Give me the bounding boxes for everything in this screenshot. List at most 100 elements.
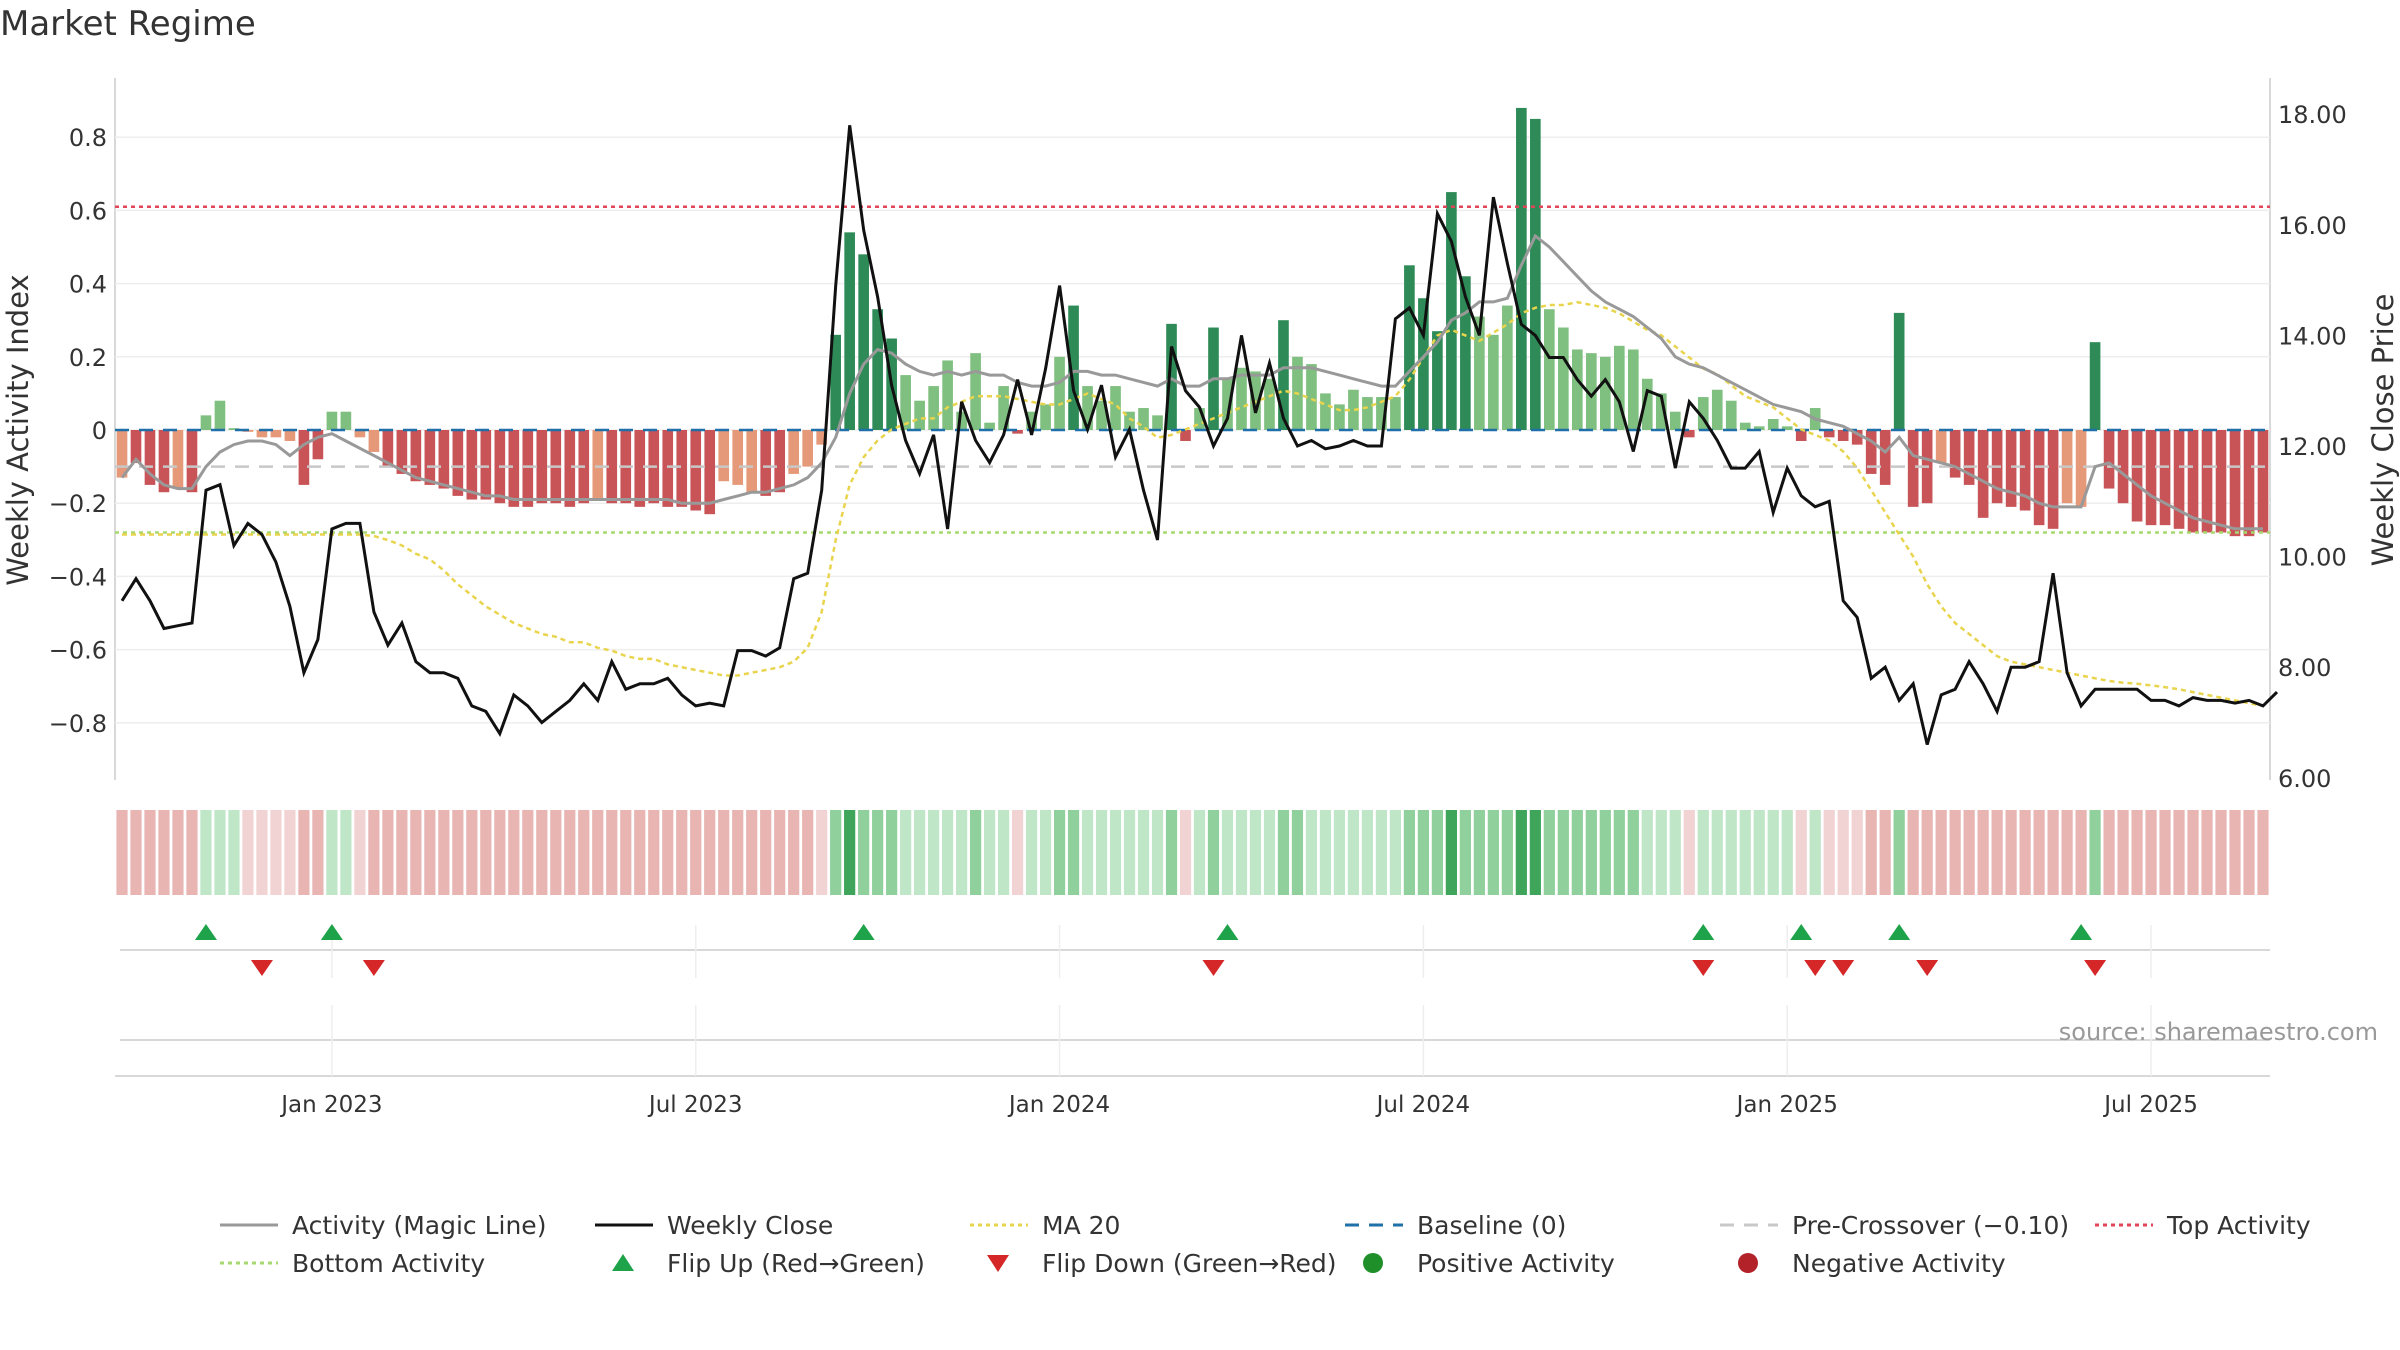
legend-label: MA 20 xyxy=(1042,1211,1120,1240)
heat-strip-cell xyxy=(1977,810,1989,895)
activity-bar xyxy=(1334,404,1345,430)
heat-strip-cell xyxy=(424,810,436,895)
activity-bar xyxy=(522,430,534,507)
activity-bar xyxy=(312,430,324,460)
activity-bar xyxy=(284,430,296,441)
activity-bar xyxy=(2187,430,2199,533)
heat-strip-cell xyxy=(1501,810,1513,895)
heat-strip-cell xyxy=(1347,810,1360,895)
activity-bar xyxy=(1026,411,1037,430)
activity-bar xyxy=(536,430,548,504)
flip-down-marker xyxy=(1916,960,1939,976)
activity-bar xyxy=(1585,353,1597,430)
heat-strip-cell xyxy=(298,810,310,895)
activity-bar xyxy=(830,334,841,430)
heat-strip-cell xyxy=(1263,810,1276,895)
activity-bar xyxy=(1040,404,1051,430)
activity-bar xyxy=(1166,323,1177,430)
activity-bar xyxy=(1096,400,1107,430)
chart-title: Market Regime xyxy=(0,4,256,44)
y-right-tick-label: 16.00 xyxy=(2278,212,2347,240)
heat-strip-cell xyxy=(1123,810,1136,895)
activity-bar xyxy=(1865,430,1877,474)
y-left-tick-label: 0.4 xyxy=(69,271,107,299)
heat-strip-cell xyxy=(354,810,366,895)
heat-strip-cell xyxy=(1571,810,1583,895)
activity-bar xyxy=(1949,430,1961,478)
activity-bar xyxy=(1697,397,1709,430)
green-up-triangle-icon xyxy=(612,1254,634,1271)
heat-strip-cell xyxy=(1291,810,1304,895)
activity-bar xyxy=(270,430,282,438)
heat-strip-cell xyxy=(1599,810,1611,895)
heat-strip-cell xyxy=(228,810,240,895)
heat-strip-cell xyxy=(256,810,268,895)
activity-bar xyxy=(1907,430,1919,507)
heat-strip-cell xyxy=(1963,810,1975,895)
activity-bar xyxy=(1124,411,1135,430)
x-tick-label: Jan 2023 xyxy=(279,1092,382,1118)
activity-bar xyxy=(2019,430,2031,511)
activity-bar xyxy=(914,400,925,430)
weekly-close-line xyxy=(120,125,2279,746)
heat-strip-cell xyxy=(494,810,506,895)
activity-bar xyxy=(1012,430,1023,434)
activity-bar xyxy=(1823,430,1835,438)
activity-bar xyxy=(1474,316,1485,430)
activity-bar xyxy=(1655,393,1667,430)
y-left-tick-label: −0.4 xyxy=(49,563,107,591)
legend-item: Negative Activity xyxy=(1738,1249,2006,1278)
y-left-tick-label: −0.6 xyxy=(49,637,107,665)
legend-item: Baseline (0) xyxy=(1345,1211,1566,1240)
heat-strip-cell xyxy=(1613,810,1625,895)
heat-strip-cell xyxy=(2229,810,2241,895)
activity-bar xyxy=(452,430,464,496)
activity-bar xyxy=(1795,430,1807,441)
heat-strip-cell xyxy=(522,810,534,895)
activity-bar xyxy=(116,430,128,478)
activity-bar xyxy=(480,430,492,500)
heat-strip-cell xyxy=(1991,810,2003,895)
heat-strip-cell xyxy=(284,810,296,895)
flip-up-marker xyxy=(320,924,343,940)
heat-strip-cell xyxy=(970,810,982,895)
heat-strip-cell xyxy=(578,810,590,895)
legend-item: MA 20 xyxy=(970,1211,1120,1240)
heat-strip-cell xyxy=(200,810,212,895)
y-right-tick-label: 10.00 xyxy=(2278,544,2347,572)
heat-strip-cell xyxy=(326,810,338,895)
heat-strip-cell xyxy=(2019,810,2031,895)
legend-label: Bottom Activity xyxy=(292,1249,485,1278)
activity-bar xyxy=(1599,356,1611,430)
legend-label: Pre-Crossover (−0.10) xyxy=(1792,1211,2069,1240)
heat-strip-cell xyxy=(844,810,856,895)
heat-strip-cell xyxy=(1249,810,1262,895)
activity-bar xyxy=(1837,430,1849,441)
activity-bar xyxy=(200,415,212,430)
activity-bar xyxy=(1306,364,1317,430)
activity-bar xyxy=(1222,378,1233,430)
heat-strip-cell xyxy=(508,810,520,895)
heat-strip-cell xyxy=(760,810,772,895)
activity-bar xyxy=(942,360,953,430)
heat-strip-cell xyxy=(1697,810,1709,895)
activity-bar xyxy=(1781,426,1793,430)
activity-bar xyxy=(606,430,618,504)
heat-strip-cell xyxy=(242,810,254,895)
activity-bar xyxy=(1711,389,1723,430)
heat-strip-cell xyxy=(116,810,128,895)
heat-strip-cell xyxy=(1795,810,1807,895)
heat-strip-cell xyxy=(1277,810,1290,895)
activity-bar xyxy=(2145,430,2157,526)
legend-item: Flip Down (Green→Red) xyxy=(987,1249,1337,1278)
activity-bar xyxy=(298,430,310,485)
heat-strip-cell xyxy=(718,810,730,895)
flip-up-marker xyxy=(1216,924,1239,940)
heat-strip-cell xyxy=(1445,810,1457,895)
heat-strip-cell xyxy=(1641,810,1653,895)
heat-strip-cell xyxy=(2159,810,2171,895)
legend-label: Positive Activity xyxy=(1417,1249,1615,1278)
heat-strip-cell xyxy=(592,810,604,895)
heat-strip-cell xyxy=(928,810,940,895)
